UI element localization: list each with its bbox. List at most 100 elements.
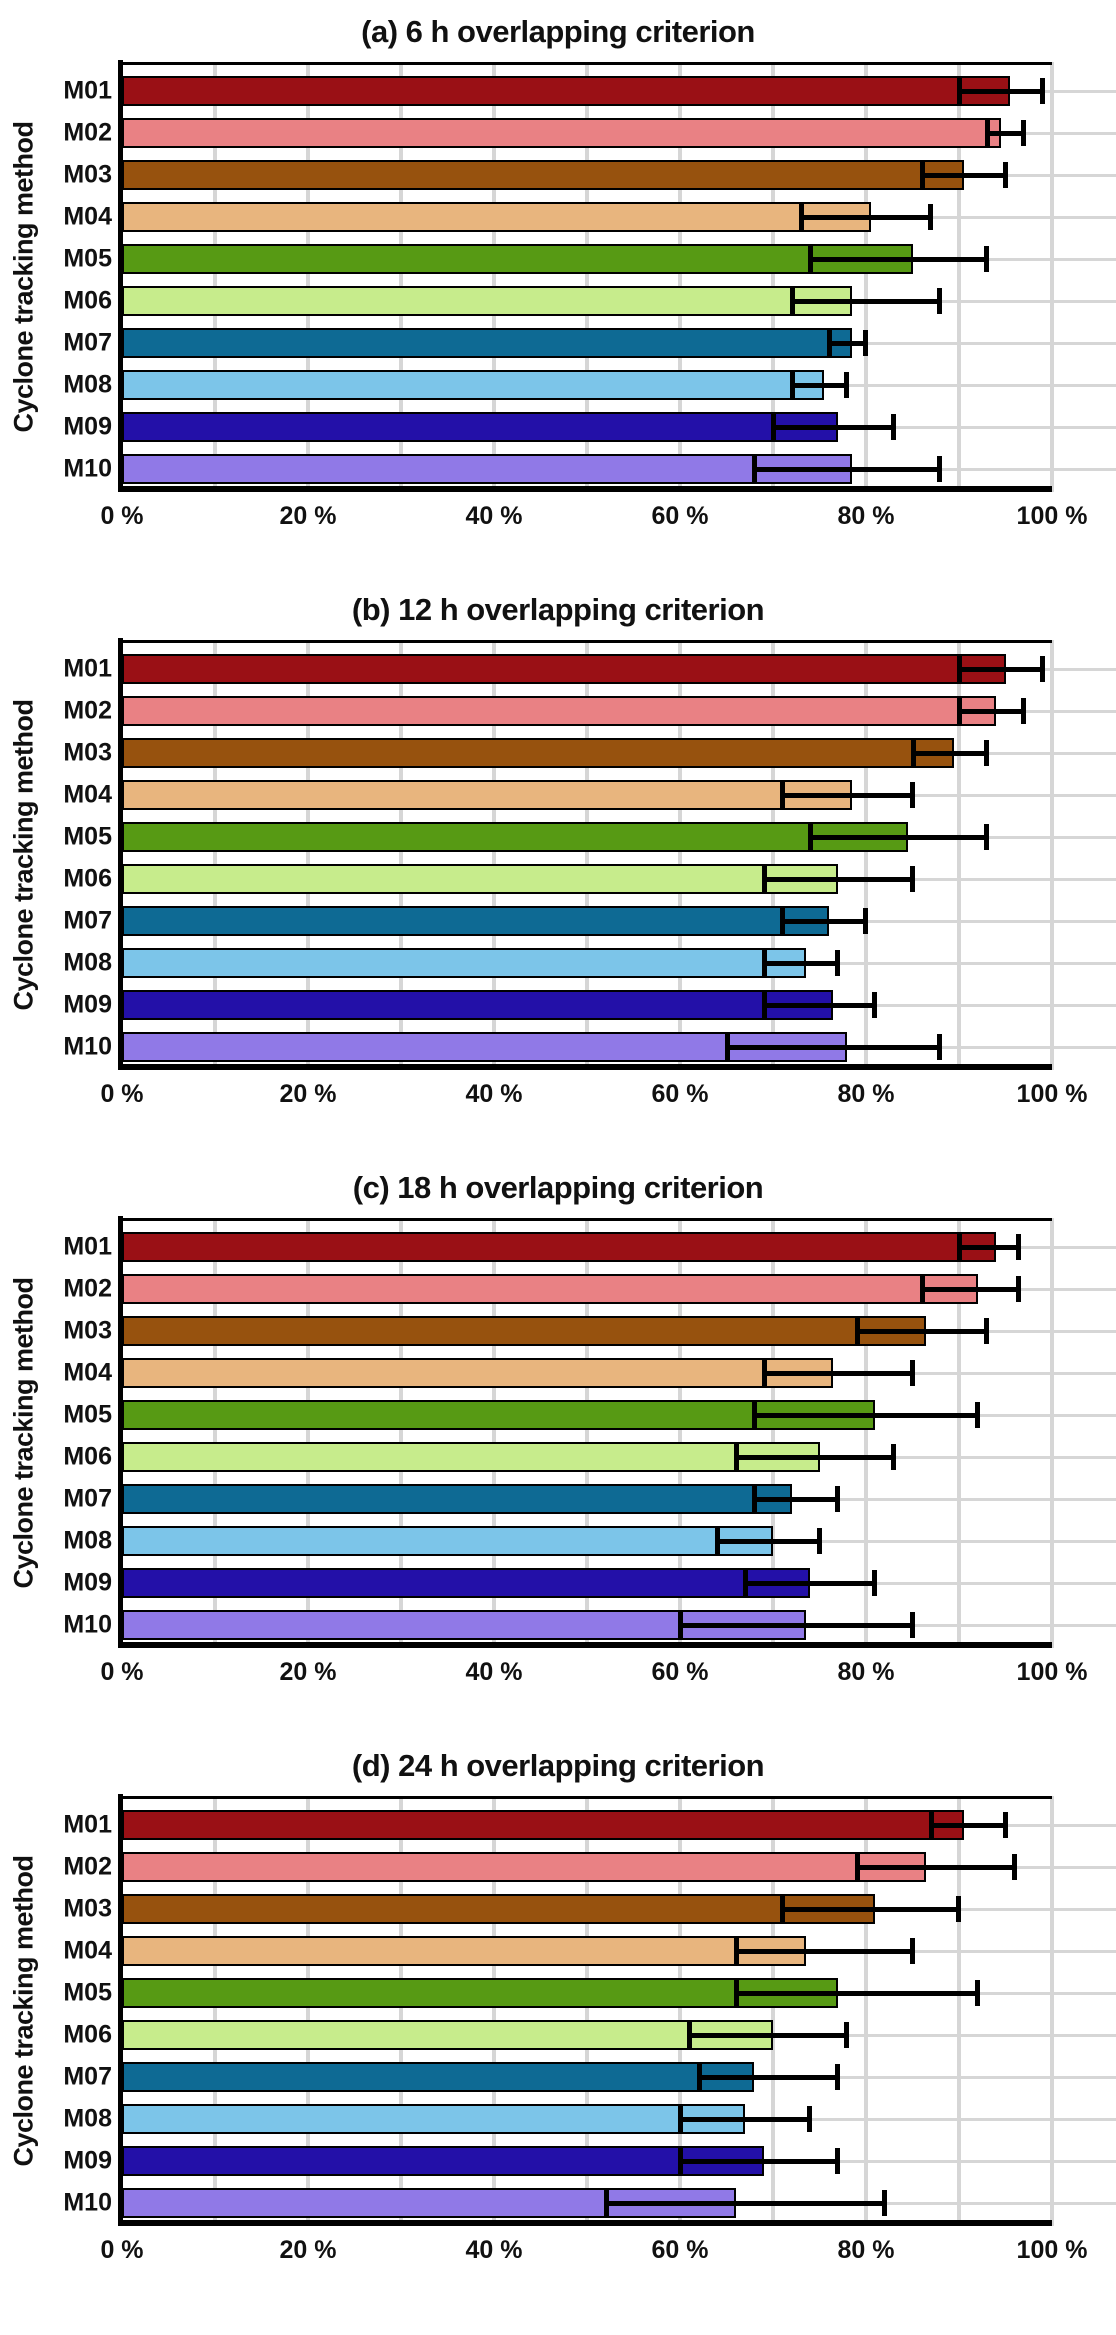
x-tick-label-80: 80 % (837, 1080, 895, 1108)
y-tick-label-M05: M05 (63, 822, 112, 851)
errorbar-cap-low-M09 (743, 1570, 749, 1596)
bar-M08 (122, 1526, 773, 1556)
errorbar-M08 (717, 1538, 820, 1544)
errorbar-cap-low-M02 (984, 120, 990, 146)
errorbar-cap-low-M07 (826, 330, 832, 356)
y-axis-label: Cyclone tracking method (8, 121, 39, 433)
errorbar-M02 (921, 1286, 1020, 1292)
x-tick-label-0: 0 % (100, 2236, 144, 2264)
errorbar-cap-low-M01 (957, 1234, 962, 1260)
x-axis-spine (118, 1064, 1052, 1070)
gridline-vertical (771, 1796, 775, 2226)
errorbar-M06 (689, 2032, 848, 2038)
bar-M09 (122, 2146, 764, 2176)
errorbar-M07 (698, 2074, 839, 2080)
errorbar-cap-high-M04 (909, 1360, 915, 1386)
x-tick-label-100: 100 % (1016, 1658, 1088, 1686)
y-tick-label-M10: M10 (63, 1032, 112, 1061)
errorbar-cap-low-M07 (696, 2064, 702, 2090)
gridline-vertical (306, 1218, 310, 1648)
y-tick-label-M01: M01 (63, 1810, 112, 1839)
y-tick-label-M07: M07 (63, 328, 112, 357)
gridline-vertical (213, 62, 217, 492)
bar-M05 (122, 244, 913, 274)
gridline-vertical (492, 1796, 496, 2226)
y-tick-label-M04: M04 (63, 1936, 112, 1965)
plot-area-6h (118, 60, 1116, 492)
y-tick-label-M05: M05 (63, 1400, 112, 1429)
errorbar-M05 (810, 834, 987, 840)
y-tick-label-M09: M09 (63, 2146, 112, 2175)
errorbar-M08 (791, 382, 848, 388)
bar-M04 (122, 202, 871, 232)
bar-M02 (122, 696, 997, 726)
errorbar-M02 (856, 1864, 1015, 1870)
errorbar-cap-high-M02 (1011, 1854, 1017, 1880)
y-tick-label-M07: M07 (63, 906, 112, 935)
errorbar-M06 (763, 876, 913, 882)
y-tick-label-M06: M06 (63, 1442, 112, 1471)
x-tick-label-100: 100 % (1016, 502, 1088, 530)
errorbar-M05 (735, 1990, 978, 1996)
y-axis-spine (118, 1216, 123, 1648)
errorbar-cap-high-M05 (974, 1402, 980, 1428)
y-tick-label-M01: M01 (63, 1232, 112, 1261)
errorbar-M01 (959, 666, 1043, 672)
errorbar-cap-high-M03 (1002, 162, 1008, 188)
errorbar-cap-low-M09 (771, 414, 776, 440)
y-tick-label-M02: M02 (63, 1274, 112, 1303)
errorbar-cap-high-M10 (937, 456, 943, 482)
errorbar-M06 (791, 298, 941, 304)
gridline-vertical (492, 62, 496, 492)
y-axis-label: Cyclone tracking method (8, 1855, 39, 2167)
x-tick-label-0: 0 % (100, 502, 144, 530)
errorbar-M04 (763, 1370, 913, 1376)
x-tick-label-40: 40 % (465, 502, 523, 530)
errorbar-M10 (680, 1622, 913, 1628)
errorbar-M01 (959, 88, 1043, 94)
x-axis-12h: 0 % 20 % 40 % 60 % 80 % 100 % (100, 1070, 1116, 1122)
bar-M03 (122, 1316, 927, 1346)
errorbar-M03 (856, 1328, 987, 1334)
bar-M06 (122, 1442, 820, 1472)
panel-6h-criterion: (a) 6 h overlapping criterion Cyclone tr… (0, 10, 1116, 544)
x-tick-label-20: 20 % (279, 1658, 337, 1686)
gridline-vertical (1050, 1796, 1054, 2226)
y-tick-label-M09: M09 (63, 412, 112, 441)
bar-M04 (122, 780, 853, 810)
errorbar-cap-low-M04 (798, 204, 804, 230)
errorbar-cap-low-M01 (929, 1812, 935, 1838)
y-axis-label: Cyclone tracking method (8, 699, 39, 1011)
errorbar-cap-low-M04 (761, 1360, 767, 1386)
top-spine (118, 62, 1052, 65)
errorbar-cap-low-M08 (678, 2106, 683, 2132)
bar-M06 (122, 864, 839, 894)
errorbar-cap-high-M07 (863, 330, 868, 356)
gridline-vertical (492, 1218, 496, 1648)
x-tick-label-60: 60 % (651, 1080, 709, 1108)
bar-M09 (122, 412, 839, 442)
bar-M01 (122, 76, 1011, 106)
bar-M09 (122, 990, 834, 1020)
y-tick-label-M04: M04 (63, 1358, 112, 1387)
bar-M03 (122, 1894, 876, 1924)
bar-M10 (122, 2188, 736, 2218)
gridline-vertical (585, 1796, 589, 2226)
errorbar-cap-low-M04 (733, 1938, 739, 1964)
errorbar-cap-low-M09 (761, 992, 767, 1018)
plot-area-18h (118, 1216, 1116, 1648)
bar-M01 (122, 1232, 997, 1262)
gridline-vertical (1050, 62, 1054, 492)
errorbar-M09 (763, 1002, 876, 1008)
bar-M01 (122, 654, 1006, 684)
errorbar-cap-high-M04 (909, 782, 915, 808)
errorbar-cap-low-M05 (733, 1980, 739, 2006)
gridline-vertical (957, 1796, 961, 2226)
gridline-vertical (678, 640, 682, 1070)
gridline-vertical (957, 1218, 961, 1648)
chart-12h: Cyclone tracking method M01 M02 M03 M04 M05 M… (0, 638, 1116, 1122)
errorbar-M03 (782, 1906, 959, 1912)
errorbar-cap-low-M06 (761, 866, 767, 892)
x-tick-label-100: 100 % (1016, 1080, 1088, 1108)
y-axis-spine (118, 60, 123, 492)
